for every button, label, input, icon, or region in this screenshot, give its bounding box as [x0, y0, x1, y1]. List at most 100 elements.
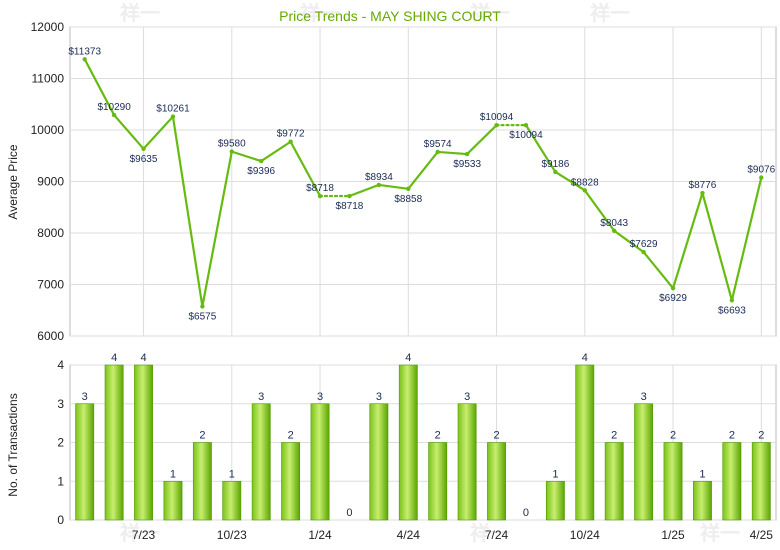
transaction-bar-label: 2	[288, 430, 294, 442]
price-point	[347, 193, 352, 199]
watermark-text: 祥一	[470, 1, 510, 25]
price-point	[170, 114, 176, 119]
price-y-tick-label: 9000	[37, 175, 64, 189]
price-point	[111, 112, 117, 118]
transaction-bar	[222, 480, 242, 521]
price-line-segment	[171, 115, 204, 308]
transaction-bar	[693, 480, 712, 521]
transaction-bar-label: 0	[346, 507, 352, 519]
price-line-segment	[201, 150, 233, 308]
price-point-label: $8718	[306, 183, 334, 194]
transaction-bar	[369, 403, 389, 521]
transaction-bar	[634, 403, 654, 521]
transaction-bar	[545, 480, 565, 521]
price-point	[700, 190, 705, 196]
price-y-tick-label: 10000	[31, 123, 65, 137]
x-tick-label: 7/24	[485, 528, 509, 542]
transaction-bar	[604, 442, 624, 521]
price-point	[317, 193, 323, 199]
transactions-y-tick-label: 2	[57, 436, 64, 450]
transaction-bar	[75, 403, 95, 521]
transactions-y-axis-label: No. of Transactions	[6, 393, 20, 496]
price-point-label: $8934	[365, 172, 393, 183]
watermark-text: 祥一	[590, 1, 630, 25]
price-point	[259, 158, 264, 164]
price-point	[288, 139, 293, 144]
transaction-bar-label: 2	[729, 430, 735, 442]
transaction-bar	[310, 403, 330, 521]
price-point	[729, 298, 735, 303]
watermark-text: 祥一	[470, 521, 510, 545]
price-point-label: $8718	[336, 201, 364, 212]
price-line-segment	[613, 229, 645, 254]
transaction-bar	[722, 442, 742, 521]
transactions-y-tick-label: 1	[57, 474, 64, 488]
price-point-label: $9574	[424, 139, 452, 150]
price-line-plot: 6000 7000 8000 9000 10000 11000 12000 $11373 $10…	[31, 20, 777, 343]
transaction-bar	[398, 364, 418, 521]
transaction-bar-label: 3	[464, 391, 470, 403]
transactions-y-tick-label: 4	[57, 358, 64, 372]
transaction-bar-label: 4	[405, 352, 411, 364]
price-y-tick-label: 7000	[37, 278, 64, 292]
transaction-bar	[251, 403, 271, 521]
price-line-segment	[142, 115, 175, 150]
price-y-axis-label: Average Price	[6, 144, 20, 219]
price-line-segment	[348, 183, 380, 198]
price-y-tick-label: 8000	[37, 226, 64, 240]
price-point	[612, 228, 617, 233]
price-point	[582, 188, 587, 193]
price-point	[406, 186, 411, 192]
price-point-label: $9533	[453, 159, 481, 170]
price-line-segment	[377, 183, 410, 190]
transaction-bar-label: 2	[199, 430, 205, 442]
price-point	[200, 304, 205, 309]
transaction-bar-label: 2	[758, 430, 764, 442]
price-point	[759, 175, 764, 180]
price-point-label: $9772	[277, 129, 305, 140]
price-point-label: $6929	[659, 293, 687, 304]
transaction-bar-label: 3	[317, 391, 323, 403]
price-point	[229, 149, 234, 154]
transaction-bar-label: 1	[552, 468, 558, 480]
price-line-segment	[583, 189, 616, 232]
transaction-bar	[163, 480, 183, 521]
transaction-bar-label: 2	[670, 430, 676, 442]
transaction-bar-label: 2	[611, 430, 617, 442]
transaction-bar-label: 1	[699, 468, 705, 480]
price-line-segment	[436, 150, 469, 156]
transaction-bar	[751, 442, 771, 521]
price-point-label: $11373	[68, 46, 101, 57]
price-line-segment	[730, 176, 763, 302]
x-tick-label: 7/23	[132, 528, 156, 542]
transactions-y-tick-label: 3	[57, 397, 64, 411]
transaction-bar-label: 4	[582, 352, 588, 364]
price-point-label: $9186	[541, 159, 569, 170]
transaction-bar-label: 1	[229, 468, 235, 480]
transaction-bar	[134, 364, 153, 521]
price-line-segment	[260, 140, 292, 163]
chart-title: Price Trends - MAY SHING COURT	[279, 8, 501, 24]
price-point-label: $8776	[689, 180, 717, 191]
watermark-text: 祥一	[300, 1, 340, 25]
transaction-bar	[487, 442, 506, 521]
transaction-bar	[104, 364, 124, 521]
price-point-label: $8828	[571, 177, 599, 188]
price-point	[464, 151, 470, 157]
price-point-label: $9635	[130, 154, 158, 165]
price-point-label: $6575	[188, 311, 216, 322]
transactions-y-tick-label: 0	[57, 513, 64, 527]
transaction-bar-label: 4	[140, 352, 146, 364]
price-point	[641, 249, 646, 255]
transaction-bar	[281, 442, 301, 521]
x-tick-label: 10/23	[217, 528, 247, 542]
price-point-label: $8858	[394, 194, 422, 205]
price-line-segment	[407, 150, 439, 190]
price-point	[523, 122, 529, 128]
price-line-segment	[671, 191, 704, 290]
price-point-label: $9580	[218, 139, 246, 150]
price-line-segment	[701, 191, 733, 302]
price-y-tick-label: 6000	[37, 329, 64, 343]
transaction-bar-label: 3	[82, 391, 88, 403]
